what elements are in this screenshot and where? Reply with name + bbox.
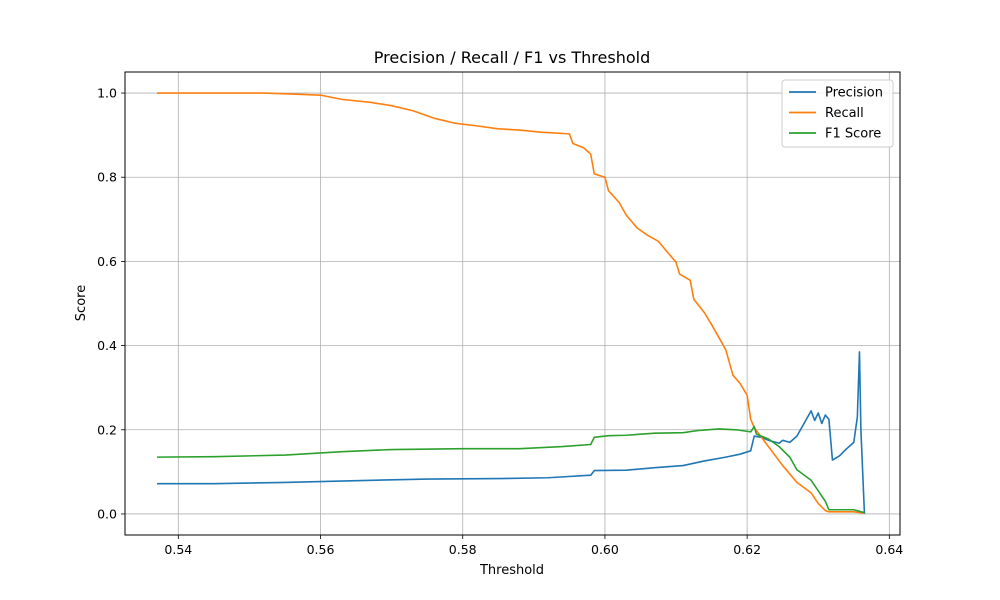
x-tick-label: 0.64 bbox=[875, 542, 903, 557]
x-tick-label: 0.54 bbox=[164, 542, 192, 557]
series-line-precision bbox=[157, 351, 866, 514]
y-tick-label: 0.2 bbox=[97, 422, 117, 437]
legend-label-recall: Recall bbox=[825, 106, 864, 121]
grid-lines bbox=[125, 72, 900, 535]
y-tick-label: 0.8 bbox=[97, 170, 117, 185]
x-tick-label: 0.56 bbox=[307, 542, 335, 557]
y-tick-label: 0.4 bbox=[97, 338, 117, 353]
x-tick-label: 0.60 bbox=[591, 542, 619, 557]
y-axis-ticks: 0.0 0.2 0.4 0.6 0.8 1.0 bbox=[97, 86, 125, 521]
y-tick-label: 1.0 bbox=[97, 86, 117, 101]
axes-frame bbox=[124, 71, 901, 536]
legend-label-f1-score: F1 Score bbox=[825, 127, 881, 142]
series-line-recall bbox=[157, 92, 865, 514]
legend-label-precision: Precision bbox=[825, 86, 883, 101]
legend: Precision Recall F1 Score bbox=[781, 79, 894, 148]
x-axis-ticks: 0.54 0.56 0.58 0.60 0.62 0.64 bbox=[164, 535, 903, 557]
plot-lines bbox=[156, 92, 866, 514]
x-tick-label: 0.58 bbox=[449, 542, 477, 557]
legend-box bbox=[781, 79, 894, 148]
y-tick-label: 0.6 bbox=[97, 254, 117, 269]
chart-title: Precision / Recall / F1 vs Threshold bbox=[374, 48, 650, 67]
y-tick-label: 0.0 bbox=[97, 506, 117, 521]
x-axis-label: Threshold bbox=[479, 563, 544, 578]
y-axis-label: Score bbox=[74, 285, 89, 321]
series-line-f1-score bbox=[156, 425, 865, 514]
x-tick-label: 0.62 bbox=[733, 542, 761, 557]
